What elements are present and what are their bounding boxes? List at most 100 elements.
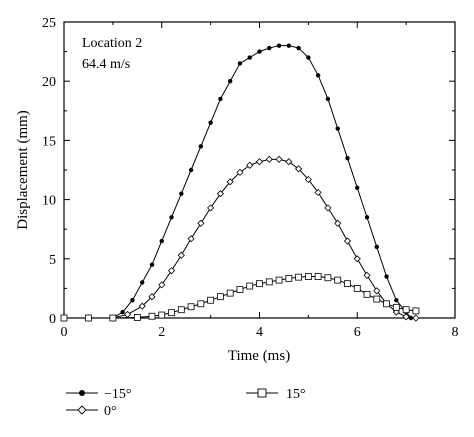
data-point — [344, 280, 351, 288]
data-point — [325, 96, 331, 102]
data-point — [197, 219, 205, 227]
legend-item-series-2: 0° — [66, 404, 117, 419]
data-point — [255, 158, 264, 166]
data-point — [304, 273, 312, 280]
data-point — [355, 185, 360, 190]
data-point — [140, 280, 145, 285]
data-point — [133, 314, 141, 321]
data-point — [295, 273, 303, 281]
legend-label-series-1: −15° — [104, 387, 132, 402]
data-point — [345, 155, 350, 161]
x-tick-label: 2 — [158, 325, 165, 340]
data-point — [306, 55, 311, 60]
y-tick-label: 25 — [42, 16, 56, 31]
data-point — [188, 167, 194, 173]
data-point — [285, 158, 293, 166]
data-point — [177, 306, 185, 314]
data-point — [179, 191, 184, 196]
data-point — [207, 296, 215, 304]
data-point — [197, 300, 205, 308]
data-point — [216, 293, 224, 301]
legend: −15° 0° 15° — [66, 387, 306, 419]
y-tick-label: 0 — [49, 312, 56, 327]
legend-item-series-1: −15° — [66, 387, 132, 402]
data-point — [237, 61, 243, 66]
series-1 — [61, 43, 414, 321]
y-tick-label: 10 — [42, 194, 56, 209]
data-point — [353, 255, 361, 263]
data-point — [324, 274, 332, 282]
data-point — [177, 251, 185, 259]
data-point — [246, 161, 254, 169]
x-tick-label: 6 — [354, 325, 361, 340]
legend-marker-series-2 — [77, 405, 87, 415]
data-point — [236, 286, 244, 293]
data-point — [275, 276, 283, 284]
data-point — [226, 289, 234, 297]
tick-labels: 0 2 4 6 8 0 5 10 15 20 25 — [42, 16, 459, 340]
x-tick-label: 4 — [256, 325, 263, 340]
legend-item-series-3: 15° — [246, 387, 306, 402]
data-point — [227, 79, 233, 84]
data-point — [286, 43, 292, 48]
data-point — [334, 219, 342, 227]
data-point — [394, 298, 399, 303]
x-axis-label: Time (ms) — [228, 348, 290, 364]
data-point — [265, 278, 273, 286]
data-point — [412, 314, 420, 322]
data-point — [149, 262, 155, 267]
data-point — [109, 314, 117, 322]
x-tick-label: 0 — [61, 325, 68, 340]
data-point — [364, 215, 370, 220]
data-point — [402, 306, 410, 314]
data-point — [123, 310, 132, 319]
data-point — [130, 298, 135, 303]
data-point — [373, 287, 381, 295]
data-point — [353, 284, 361, 292]
axis-ticks — [63, 21, 456, 319]
data-point — [363, 290, 371, 298]
data-point — [276, 43, 282, 48]
data-point — [412, 307, 420, 315]
data-point — [169, 215, 174, 220]
data-point — [148, 293, 156, 301]
legend-marker-series-1 — [79, 390, 85, 396]
data-point — [226, 178, 234, 186]
series-line-3 — [64, 276, 416, 319]
data-point — [208, 120, 213, 125]
data-point — [384, 274, 389, 279]
data-point — [207, 204, 215, 212]
data-point — [247, 55, 252, 60]
data-point — [373, 295, 381, 303]
data-point — [159, 238, 164, 244]
legend-marker-series-3 — [257, 388, 267, 398]
data-point — [343, 237, 352, 245]
data-point — [148, 312, 156, 320]
series-line-1 — [64, 45, 412, 319]
annotation-speed: 64.4 m/s — [82, 57, 130, 72]
data-point — [257, 49, 262, 54]
data-point — [167, 267, 176, 275]
data-point — [267, 45, 272, 51]
data-point — [383, 300, 390, 308]
data-point — [138, 302, 146, 310]
data-point — [335, 126, 340, 131]
data-point — [256, 280, 263, 288]
series-layer — [60, 43, 420, 322]
data-point — [324, 204, 332, 212]
data-point — [304, 175, 312, 184]
data-point — [187, 303, 195, 311]
y-tick-label: 15 — [42, 134, 56, 149]
data-point — [334, 276, 342, 284]
annotation-location: Location 2 — [82, 36, 142, 51]
data-point — [363, 271, 371, 279]
data-point — [158, 281, 166, 289]
legend-label-series-3: 15° — [286, 387, 306, 402]
data-point — [314, 273, 322, 280]
data-point — [158, 311, 166, 319]
data-point — [187, 235, 195, 243]
data-point — [265, 155, 273, 163]
series-3 — [60, 273, 420, 322]
x-tick-label: 8 — [452, 325, 459, 340]
